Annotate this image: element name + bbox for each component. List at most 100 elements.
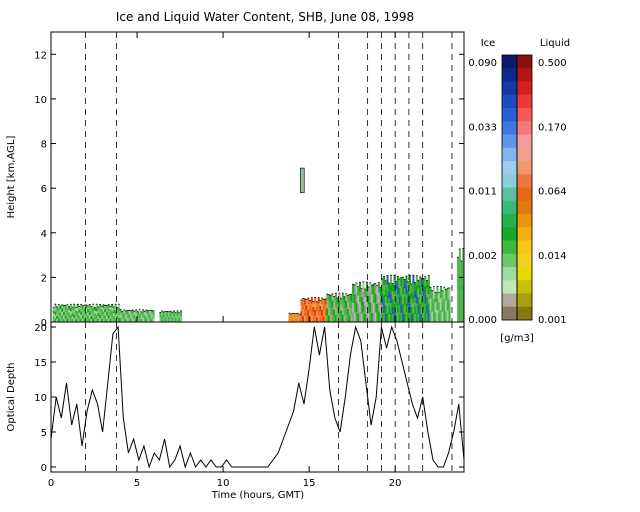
colorbar-cell: [502, 240, 517, 255]
colorbar-cell: [517, 55, 532, 69]
y-tick-label: 20: [34, 323, 47, 334]
cloud-cell: [359, 312, 362, 322]
cloud-cell: [457, 289, 460, 322]
cloud-cell: [112, 316, 115, 320]
cloud-cell: [111, 311, 114, 315]
cloud-cell: [372, 312, 375, 322]
cloud-cell: [417, 305, 420, 314]
cloud-cell: [395, 289, 398, 298]
cloud-cell: [142, 313, 145, 318]
cloud-cell: [81, 305, 84, 309]
cloud-cell: [112, 313, 115, 317]
cloud-cell: [71, 316, 74, 320]
cloud-cell: [152, 314, 155, 319]
y-tick-label: 4: [41, 229, 47, 240]
cloud-cell: [360, 313, 363, 322]
cloud-cell: [137, 311, 140, 316]
cloud-cell: [443, 298, 446, 311]
cloud-cell: [395, 313, 398, 322]
cloud-cell: [400, 313, 403, 322]
cloud-cell: [94, 310, 97, 314]
cloud-cell: [414, 282, 417, 291]
optical-depth-axis-ticks: 0 5 10 15 20: [34, 323, 464, 474]
liquid-colorbar-label: 0.500: [538, 58, 567, 69]
cloud-cell: [126, 310, 129, 315]
cloud-cell: [434, 302, 437, 313]
cloud-cell: [384, 297, 387, 306]
cloud-cell: [340, 310, 343, 317]
cloud-cell: [309, 305, 312, 312]
cloud-cell: [149, 318, 152, 322]
cloud-cell: [56, 318, 59, 322]
cloud-cell: [372, 303, 375, 313]
cloud-cell: [88, 314, 91, 319]
cloud-cell: [75, 319, 78, 322]
y-tick-label: 12: [34, 50, 47, 61]
cloud-cell: [321, 316, 324, 322]
cloud-cell: [312, 301, 315, 307]
cloud-cell: [424, 303, 427, 313]
colorbar-cell: [517, 240, 532, 255]
cloud-cell: [64, 308, 67, 313]
cloud-cell: [346, 302, 350, 309]
cloud-cell: [92, 307, 95, 312]
cloud-cell: [81, 312, 84, 316]
cloud-cell: [180, 310, 183, 317]
cloud-cell: [99, 304, 102, 308]
cloud-cell: [445, 289, 448, 301]
cloud-cell: [443, 310, 446, 322]
cloud-cell: [303, 298, 306, 305]
colorbar-cell: [517, 253, 532, 268]
cloud-cell: [360, 297, 363, 306]
cloud-cell: [439, 298, 442, 311]
cloud-cell: [360, 288, 363, 298]
time-axis-label: Time (hours, GMT): [211, 490, 305, 501]
cloud-cell: [407, 305, 410, 314]
cloud-cell: [367, 286, 370, 296]
colorbar-cell: [517, 200, 532, 215]
cloud-cell: [78, 315, 81, 319]
colorbar-cell: [517, 94, 532, 109]
cloud-cell: [63, 311, 66, 316]
cloud-cell: [133, 314, 136, 319]
liquid-colorbar: [517, 55, 532, 321]
colorbar-cell: [517, 306, 532, 321]
colorbar-cell: [502, 81, 517, 96]
cloud-cell: [118, 311, 121, 315]
y-tick-label: 2: [41, 273, 47, 284]
cloud-cell: [293, 313, 296, 318]
cloud-cell: [402, 313, 405, 322]
colorbar-cell: [517, 267, 532, 281]
cloud-cell: [391, 291, 394, 299]
cloud-cell: [130, 310, 133, 315]
cloud-cell: [97, 312, 100, 316]
cloud-cell: [436, 298, 439, 311]
cloud-cell: [107, 308, 110, 312]
cloud-cell: [441, 301, 444, 312]
colorbar-cell: [502, 174, 517, 188]
cloud-cell: [80, 304, 83, 309]
cloud-cell: [114, 314, 117, 319]
cloud-cell: [307, 298, 310, 305]
cloud-cell: [138, 309, 141, 314]
cloud-cell: [57, 314, 60, 319]
cloud-cell: [353, 303, 356, 313]
cloud-cell: [111, 307, 114, 312]
cloud-cell: [410, 299, 413, 307]
cloud-cell: [357, 286, 360, 296]
cloud-cell: [329, 295, 332, 302]
cloud-cell: [407, 289, 410, 298]
cloud-cell: [126, 318, 129, 322]
cloud-cell: [334, 307, 337, 315]
cloud-cell: [138, 317, 141, 322]
cloud-cell: [424, 294, 427, 304]
cloud-cell: [52, 307, 55, 311]
cloud-cell: [419, 312, 422, 322]
colorbar-cell: [517, 68, 532, 82]
cloud-cell: [130, 318, 133, 322]
cloud-cell: [422, 278, 425, 288]
cloud-cell: [107, 315, 110, 319]
cloud-cell: [388, 283, 391, 291]
x-tick-label: 20: [389, 478, 402, 489]
cloud-cell: [295, 313, 298, 318]
